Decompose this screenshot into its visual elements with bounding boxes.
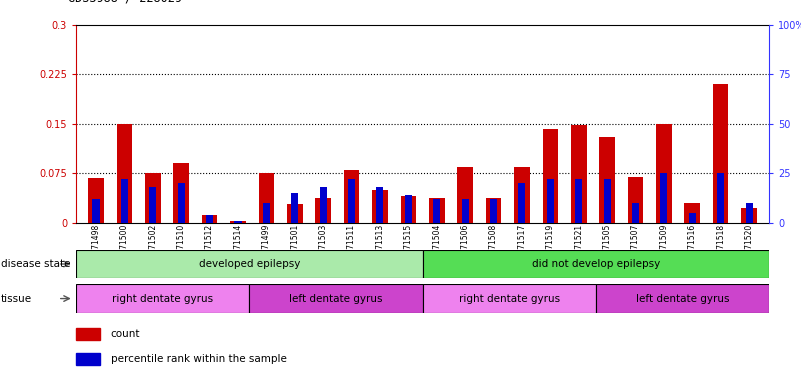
Bar: [206, 215, 213, 223]
Bar: [149, 187, 156, 223]
Bar: [178, 183, 185, 223]
Bar: [76, 250, 422, 278]
Bar: [372, 190, 388, 223]
Bar: [316, 198, 331, 223]
Bar: [117, 124, 132, 223]
Bar: [429, 198, 445, 223]
Text: tissue: tissue: [1, 293, 32, 304]
Bar: [287, 204, 303, 223]
Bar: [717, 173, 724, 223]
Bar: [121, 179, 128, 223]
Bar: [628, 177, 643, 223]
Bar: [746, 203, 753, 223]
Bar: [433, 199, 441, 223]
Bar: [689, 213, 696, 223]
Bar: [603, 179, 610, 223]
Bar: [422, 284, 596, 313]
Bar: [485, 198, 501, 223]
Bar: [490, 199, 497, 223]
Text: right dentate gyrus: right dentate gyrus: [459, 293, 560, 304]
Bar: [235, 221, 242, 223]
Bar: [518, 183, 525, 223]
Bar: [599, 137, 615, 223]
Bar: [76, 284, 249, 313]
Bar: [348, 179, 355, 223]
Bar: [76, 353, 100, 365]
Bar: [249, 284, 422, 313]
Bar: [542, 129, 558, 223]
Bar: [713, 84, 728, 223]
Bar: [320, 187, 327, 223]
Bar: [400, 196, 417, 223]
Bar: [376, 187, 384, 223]
Text: left dentate gyrus: left dentate gyrus: [289, 293, 383, 304]
Text: disease state: disease state: [1, 259, 70, 269]
Bar: [259, 173, 274, 223]
Bar: [173, 164, 189, 223]
Bar: [230, 222, 246, 223]
Bar: [263, 203, 270, 223]
Bar: [405, 195, 412, 223]
Text: percentile rank within the sample: percentile rank within the sample: [111, 354, 287, 364]
Bar: [575, 179, 582, 223]
Bar: [92, 199, 99, 223]
Bar: [547, 179, 553, 223]
Text: GDS3988 / 228029: GDS3988 / 228029: [68, 0, 182, 5]
Bar: [660, 173, 667, 223]
Text: did not develop epilepsy: did not develop epilepsy: [532, 259, 660, 269]
Bar: [571, 125, 586, 223]
Text: count: count: [111, 329, 140, 339]
Bar: [457, 167, 473, 223]
Text: right dentate gyrus: right dentate gyrus: [112, 293, 213, 304]
Text: left dentate gyrus: left dentate gyrus: [636, 293, 729, 304]
Bar: [76, 328, 100, 340]
Bar: [514, 167, 529, 223]
Bar: [632, 203, 639, 223]
Bar: [292, 193, 298, 223]
Bar: [596, 284, 769, 313]
Bar: [741, 208, 757, 223]
Bar: [685, 203, 700, 223]
Bar: [344, 170, 360, 223]
Bar: [88, 178, 104, 223]
Bar: [202, 215, 217, 223]
Bar: [656, 124, 672, 223]
Text: developed epilepsy: developed epilepsy: [199, 259, 300, 269]
Bar: [422, 250, 769, 278]
Bar: [461, 199, 469, 223]
Bar: [145, 173, 160, 223]
